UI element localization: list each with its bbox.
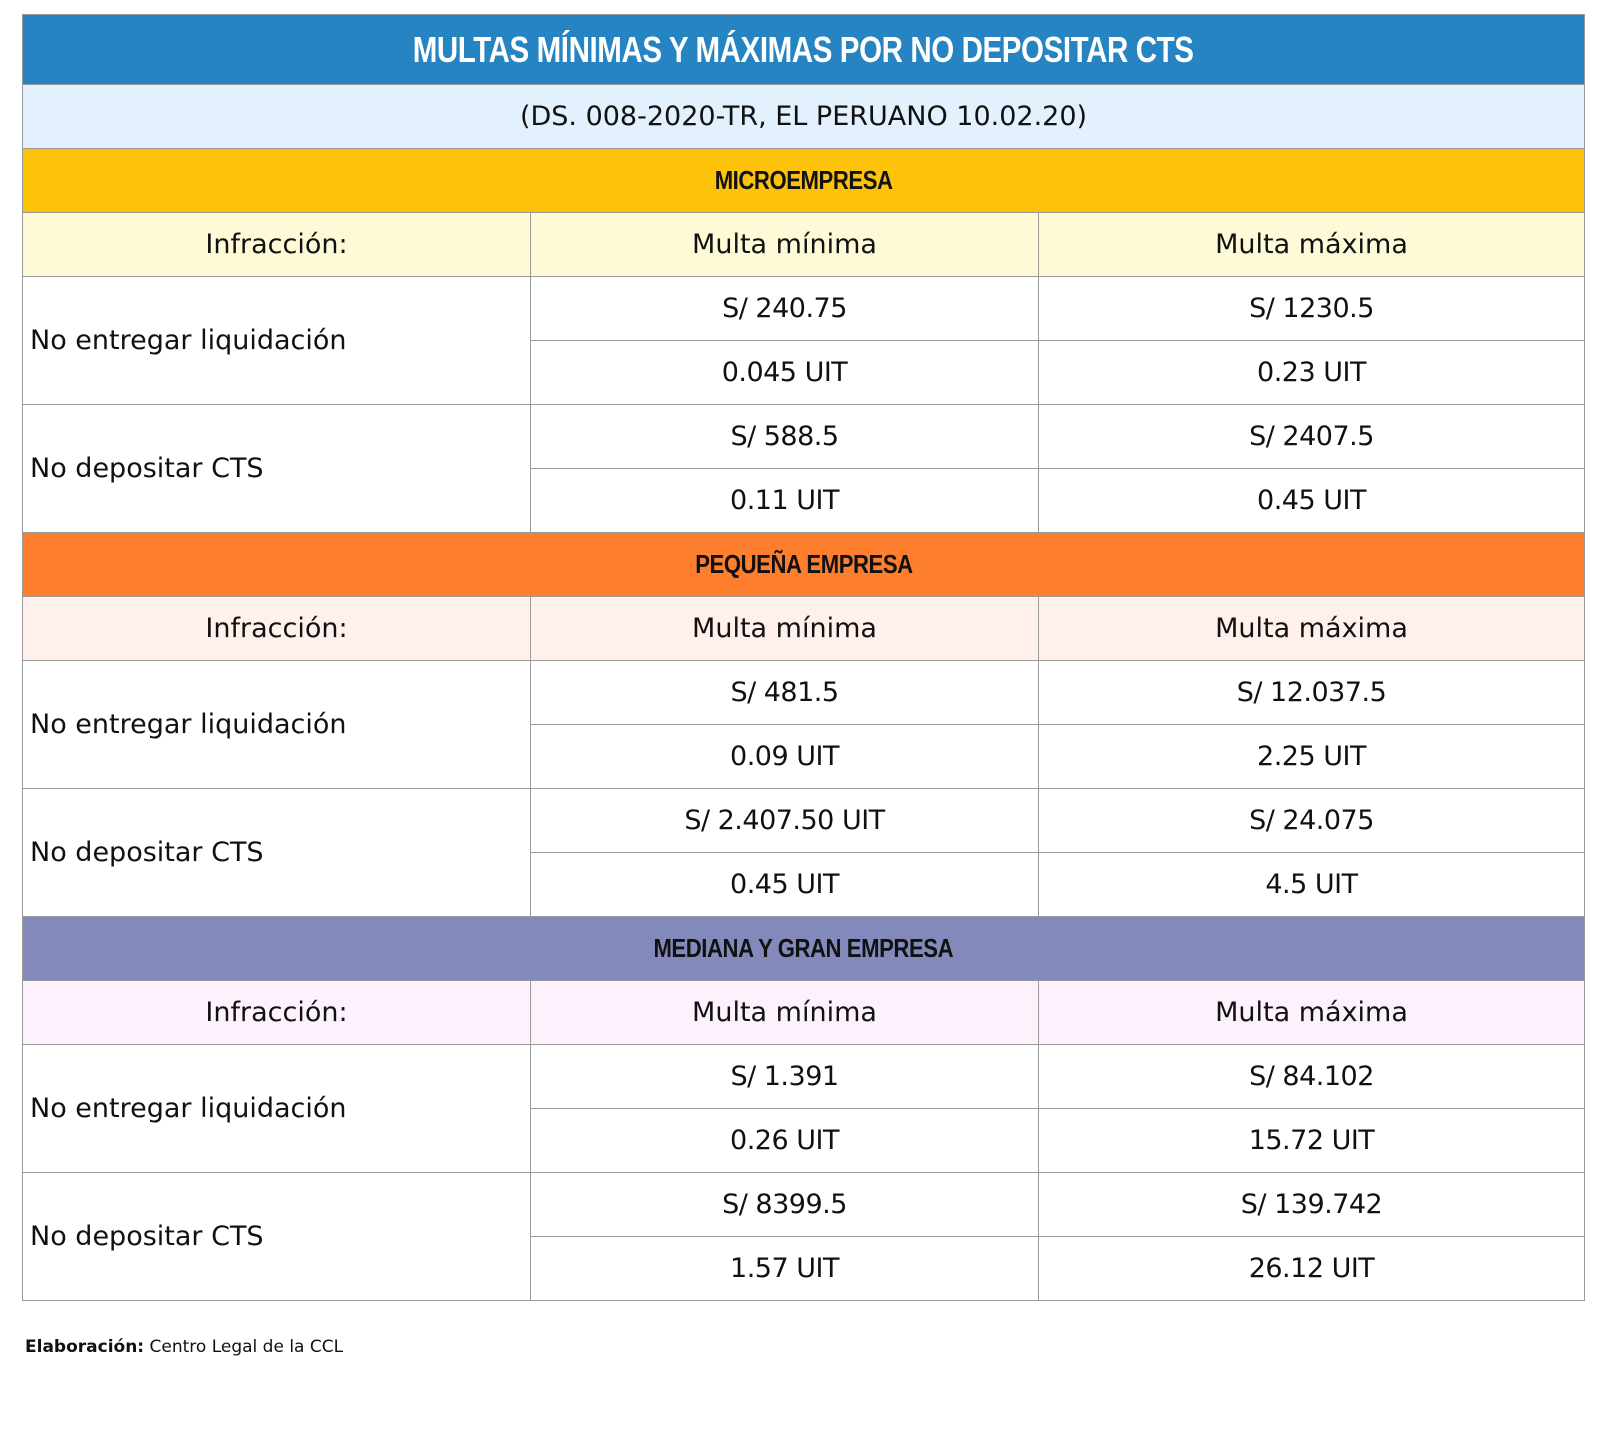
table-title: MULTAS MÍNIMAS Y MÁXIMAS POR NO DEPOSITA…: [21, 14, 1586, 85]
infraction-label: No entregar liquidación: [22, 660, 531, 789]
section-header-microempresa: MICROEMPRESA: [21, 148, 1586, 213]
column-header-min: Multa mínima: [530, 212, 1039, 277]
min-fine-uit: 0.26 UIT: [530, 1108, 1039, 1173]
table-row: No entregar liquidación S/ 1.391 S/ 84.1…: [22, 1044, 1586, 1173]
table-row: No entregar liquidación S/ 240.75 S/ 123…: [22, 276, 1586, 405]
min-fine-soles: S/ 481.5: [530, 660, 1039, 725]
source-credit-label: Elaboración:: [25, 1337, 145, 1357]
max-fine-uit: 15.72 UIT: [1037, 1108, 1586, 1173]
min-fine-uit: 0.045 UIT: [530, 340, 1039, 405]
infraction-label: No entregar liquidación: [22, 1044, 531, 1173]
table-row: No depositar CTS S/ 588.5 S/ 2407.5: [22, 404, 1586, 533]
table-row: 0.26 UIT 15.72 UIT: [23, 1108, 1586, 1173]
column-header-max: Multa máxima: [1037, 980, 1586, 1045]
max-fine-soles: S/ 2407.5: [1037, 404, 1586, 469]
source-credit-text: Centro Legal de la CCL: [144, 1337, 344, 1357]
section-header-pequena-empresa: PEQUEÑA EMPRESA: [21, 532, 1586, 597]
table-row: No entregar liquidación S/ 481.5 S/ 12.0…: [22, 660, 1586, 789]
min-fine-uit: 1.57 UIT: [530, 1236, 1039, 1301]
column-header-infraccion: Infracción:: [22, 596, 531, 661]
column-header-max: Multa máxima: [1037, 596, 1586, 661]
infraction-label: No depositar CTS: [22, 1172, 531, 1301]
max-fine-uit: 0.45 UIT: [1037, 468, 1586, 533]
column-header-infraccion: Infracción:: [22, 212, 531, 277]
fines-table: MULTAS MÍNIMAS Y MÁXIMAS POR NO DEPOSITA…: [21, 14, 1586, 1301]
max-fine-uit: 4.5 UIT: [1037, 852, 1586, 917]
min-fine-uit: 0.11 UIT: [530, 468, 1039, 533]
min-fine-soles: S/ 8399.5: [530, 1172, 1039, 1237]
min-fine-soles: S/ 588.5: [530, 404, 1039, 469]
max-fine-soles: S/ 84.102: [1037, 1044, 1586, 1109]
max-fine-soles: S/ 139.742: [1037, 1172, 1586, 1237]
fines-table-container: MULTAS MÍNIMAS Y MÁXIMAS POR NO DEPOSITA…: [21, 14, 1586, 1301]
max-fine-soles: S/ 1230.5: [1037, 276, 1586, 341]
max-fine-soles: S/ 12.037.5: [1037, 660, 1586, 725]
column-header-max: Multa máxima: [1037, 212, 1586, 277]
min-fine-soles: S/ 1.391: [530, 1044, 1039, 1109]
source-credit: Elaboración: Centro Legal de la CCL: [25, 1337, 343, 1357]
min-fine-soles: S/ 240.75: [530, 276, 1039, 341]
table-subtitle: (DS. 008-2020-TR, EL PERUANO 10.02.20): [21, 84, 1586, 149]
column-header-min: Multa mínima: [530, 980, 1039, 1045]
min-fine-uit: 0.45 UIT: [530, 852, 1039, 917]
table-row: 1.57 UIT 26.12 UIT: [23, 1236, 1586, 1301]
infraction-label: No entregar liquidación: [22, 276, 531, 405]
table-row: No depositar CTS S/ 2.407.50 UIT S/ 24.0…: [22, 788, 1586, 917]
table-row: 0.045 UIT 0.23 UIT: [23, 340, 1586, 405]
column-header-min: Multa mínima: [530, 596, 1039, 661]
max-fine-uit: 0.23 UIT: [1037, 340, 1586, 405]
infraction-label: No depositar CTS: [22, 404, 531, 533]
table-row: No depositar CTS S/ 8399.5 S/ 139.742: [22, 1172, 1586, 1301]
min-fine-uit: 0.09 UIT: [530, 724, 1039, 789]
column-header-infraccion: Infracción:: [22, 980, 531, 1045]
max-fine-uit: 26.12 UIT: [1037, 1236, 1586, 1301]
infraction-label: No depositar CTS: [22, 788, 531, 917]
min-fine-soles: S/ 2.407.50 UIT: [530, 788, 1039, 853]
section-header-mediana-gran-empresa: MEDIANA Y GRAN EMPRESA: [21, 916, 1586, 981]
max-fine-uit: 2.25 UIT: [1037, 724, 1586, 789]
max-fine-soles: S/ 24.075: [1037, 788, 1586, 853]
